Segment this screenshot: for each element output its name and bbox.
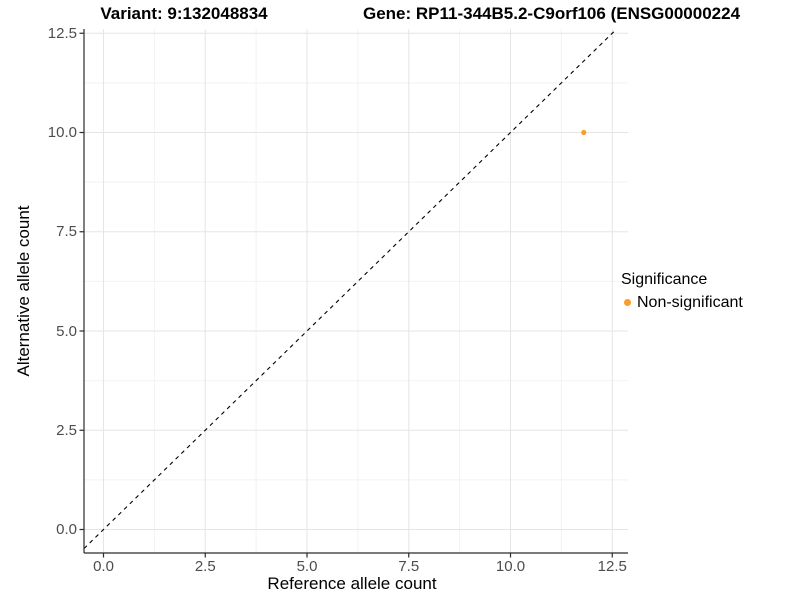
gene-title: Gene: RP11-344B5.2-C9orf106 (ENSG0000022… xyxy=(363,4,741,23)
x-tick-label: 7.5 xyxy=(398,558,420,575)
x-tick-label: 2.5 xyxy=(194,558,216,575)
identity-line xyxy=(83,28,617,549)
y-tick-label: 12.5 xyxy=(47,24,77,42)
legend: Significance Non-significant xyxy=(621,270,743,312)
data-point xyxy=(581,129,587,136)
x-tick-label: 12.5 xyxy=(597,558,627,575)
y-axis-title: Alternative allele count xyxy=(14,205,33,377)
variant-title: Variant: 9:132048834 xyxy=(100,4,268,23)
legend-item: Non-significant xyxy=(621,293,743,312)
x-tick-label: 10.0 xyxy=(495,558,526,575)
point-swatch-icon xyxy=(624,299,631,306)
y-tick-label: 0.0 xyxy=(56,521,77,538)
y-tick-label: 2.5 xyxy=(56,421,77,439)
x-tick-label: 5.0 xyxy=(296,558,318,575)
y-tick-label: 5.0 xyxy=(56,322,77,340)
x-axis-title: Reference allele count xyxy=(267,574,437,593)
y-tick-label: 10.0 xyxy=(47,124,77,141)
legend-item-label: Non-significant xyxy=(637,294,743,311)
legend-title: Significance xyxy=(621,271,708,288)
y-tick-label: 7.5 xyxy=(56,223,77,241)
x-tick-label: 0.0 xyxy=(93,558,114,575)
